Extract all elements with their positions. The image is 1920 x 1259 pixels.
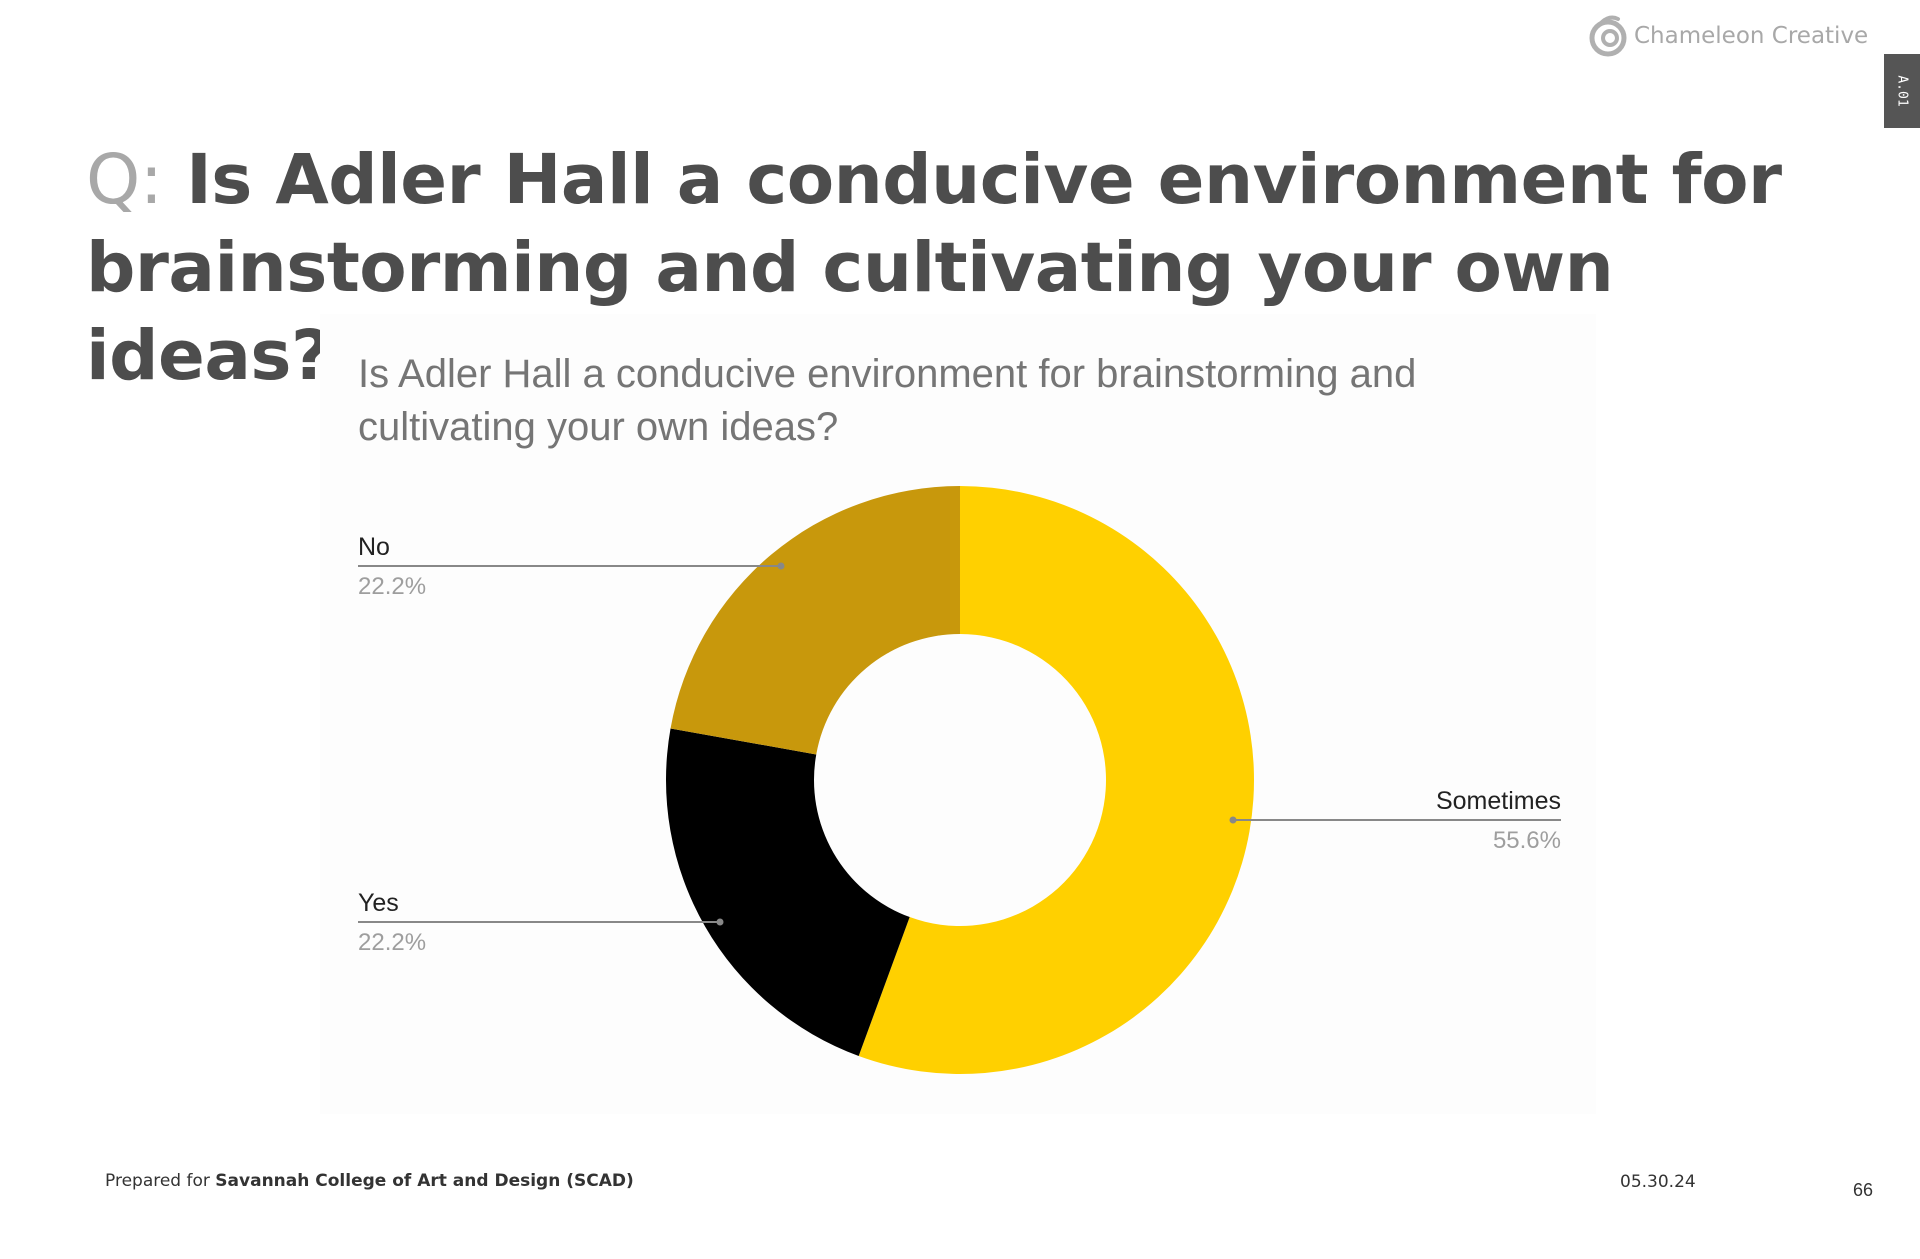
client-name: Savannah College of Art and Design (SCAD… — [215, 1171, 634, 1191]
page-number: 66 — [1853, 1180, 1874, 1200]
data-label-sometimes: Sometimes — [1436, 787, 1561, 815]
logo-text: Chameleon Creative — [1634, 23, 1869, 49]
footer-prepared-for: Prepared for Savannah College of Art and… — [105, 1171, 634, 1191]
chameleon-swirl-icon — [1589, 15, 1627, 57]
data-label-yes: Yes — [358, 889, 399, 917]
leader-dot-yes — [716, 918, 724, 926]
data-label-no: No — [358, 533, 390, 561]
data-value-sometimes: 55.6% — [1493, 827, 1561, 854]
slice-yes — [666, 728, 910, 1056]
slice-sometimes — [858, 486, 1254, 1074]
slice-no — [670, 486, 960, 755]
prepared-prefix: Prepared for — [105, 1171, 210, 1191]
section-tab: A.01 — [1884, 54, 1920, 128]
slide-title: Q: Is Adler Hall a conducive environment… — [86, 136, 1806, 400]
data-value-no: 22.2% — [358, 573, 426, 600]
footer-date: 05.30.24 — [1620, 1172, 1696, 1192]
leader-dot-sometimes — [1229, 816, 1237, 824]
data-value-yes: 22.2% — [358, 929, 426, 956]
leader-dot-no — [777, 562, 785, 570]
question-prefix: Q: — [86, 140, 163, 220]
chart-title: Is Adler Hall a conducive environment fo… — [358, 352, 1417, 449]
company-logo: Chameleon Creative — [1588, 10, 1868, 62]
question-text: Is Adler Hall a conducive environment fo… — [86, 140, 1782, 396]
